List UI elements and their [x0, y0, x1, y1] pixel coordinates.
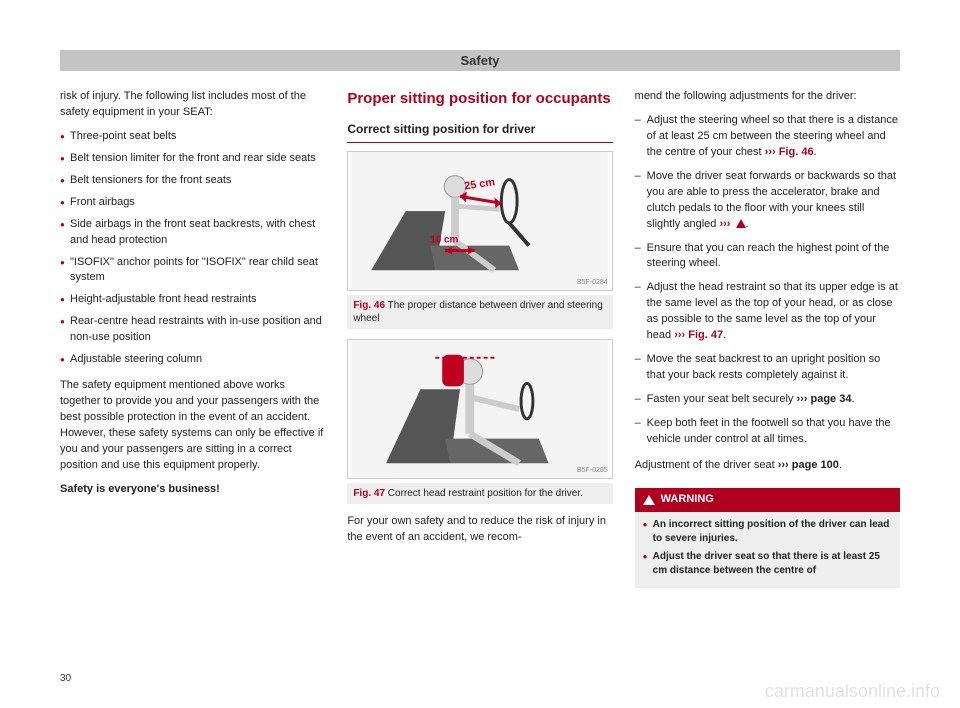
red-divider [347, 142, 612, 143]
warning-triangle-icon [643, 495, 655, 505]
section-title: Proper sitting position for occupants [347, 89, 612, 109]
warning-line: An incorrect sitting position of the dri… [643, 518, 892, 546]
list-item: Rear-centre head restraints with in-use … [60, 314, 325, 346]
list-item: Keep both feet in the footwell so that y… [635, 416, 900, 448]
ref-fig47: ››› Fig. 47 [674, 329, 723, 341]
warning-body: An incorrect sitting position of the dri… [635, 512, 900, 588]
adjustments-list: Adjust the steering wheel so that there … [635, 113, 900, 448]
list-item: Ensure that you can reach the highest po… [635, 241, 900, 273]
fig46-caption: Fig. 46 The proper distance between driv… [347, 295, 612, 329]
fig46-label: Fig. 46 [353, 300, 385, 311]
warning-box: WARNING An incorrect sitting position of… [635, 488, 900, 588]
fig47-illustration [348, 340, 611, 478]
col2-para: For your own safety and to reduce the ri… [347, 514, 612, 546]
fig47-caption: Fig. 47 Correct head restraint position … [347, 483, 612, 504]
page-number: 30 [60, 673, 71, 684]
fig47-label: Fig. 47 [353, 488, 385, 499]
warning-title: WARNING [661, 492, 714, 508]
list-item: Side airbags in the front seat backrests… [60, 217, 325, 249]
ref-warn: ››› [719, 218, 730, 230]
content-columns: risk of injury. The following list inclu… [60, 89, 900, 588]
fig46-code: B5F-0284 [577, 278, 608, 288]
fig47-caption-text: Correct head restraint position for the … [388, 488, 583, 499]
svg-text:10 cm: 10 cm [431, 235, 459, 246]
fig46-illustration: 25 cm 10 cm [348, 152, 611, 290]
col1-intro: risk of injury. The following list inclu… [60, 89, 325, 121]
ref-fig46: ››› Fig. 46 [765, 146, 814, 158]
subheading: Correct sitting position for driver [347, 121, 612, 140]
header-bar: Safety [60, 50, 900, 71]
list-item: Height-adjustable front head restraints [60, 292, 325, 308]
figure-46: 25 cm 10 cm B5F-0284 [347, 151, 612, 291]
column-2: Proper sitting position for occupants Co… [347, 89, 612, 588]
ref-page34: ››› page 34 [796, 393, 851, 405]
warning-triangle-icon [736, 219, 746, 228]
col1-bold: Safety is everyone's business! [60, 482, 325, 498]
list-item: Three-point seat belts [60, 129, 325, 145]
ref-page100: ››› page 100 [778, 459, 839, 471]
list-item: Belt tension limiter for the front and r… [60, 151, 325, 167]
list-item: Fasten your seat belt securely ››› page … [635, 392, 900, 408]
list-item: Adjust the steering wheel so that there … [635, 113, 900, 161]
column-3: mend the following adjustments for the d… [635, 89, 900, 588]
manual-page: Safety risk of injury. The following lis… [0, 0, 960, 708]
col3-adjust: Adjustment of the driver seat ››› page 1… [635, 458, 900, 474]
list-item: Move the driver seat forwards or backwar… [635, 169, 900, 233]
list-item: Front airbags [60, 195, 325, 211]
safety-equipment-list: Three-point seat belts Belt tension limi… [60, 129, 325, 368]
warning-header: WARNING [635, 488, 900, 512]
list-item: Belt tensioners for the front seats [60, 173, 325, 189]
figure-47: B5F-0285 [347, 339, 612, 479]
column-1: risk of injury. The following list inclu… [60, 89, 325, 588]
col3-intro: mend the following adjustments for the d… [635, 89, 900, 105]
list-item: Move the seat backrest to an upright pos… [635, 352, 900, 384]
list-item: "ISOFIX" anchor points for "ISOFIX" rear… [60, 255, 325, 287]
list-item: Adjustable steering column [60, 352, 325, 368]
col1-para2: The safety equipment mentioned above wor… [60, 378, 325, 474]
fig47-code: B5F-0285 [577, 466, 608, 476]
fig46-caption-text: The proper distance between driver and s… [353, 300, 602, 324]
list-item: Adjust the head restraint so that its up… [635, 280, 900, 344]
warning-line: Adjust the driver seat so that there is … [643, 550, 892, 578]
watermark: carmanualsonline.info [765, 681, 940, 702]
